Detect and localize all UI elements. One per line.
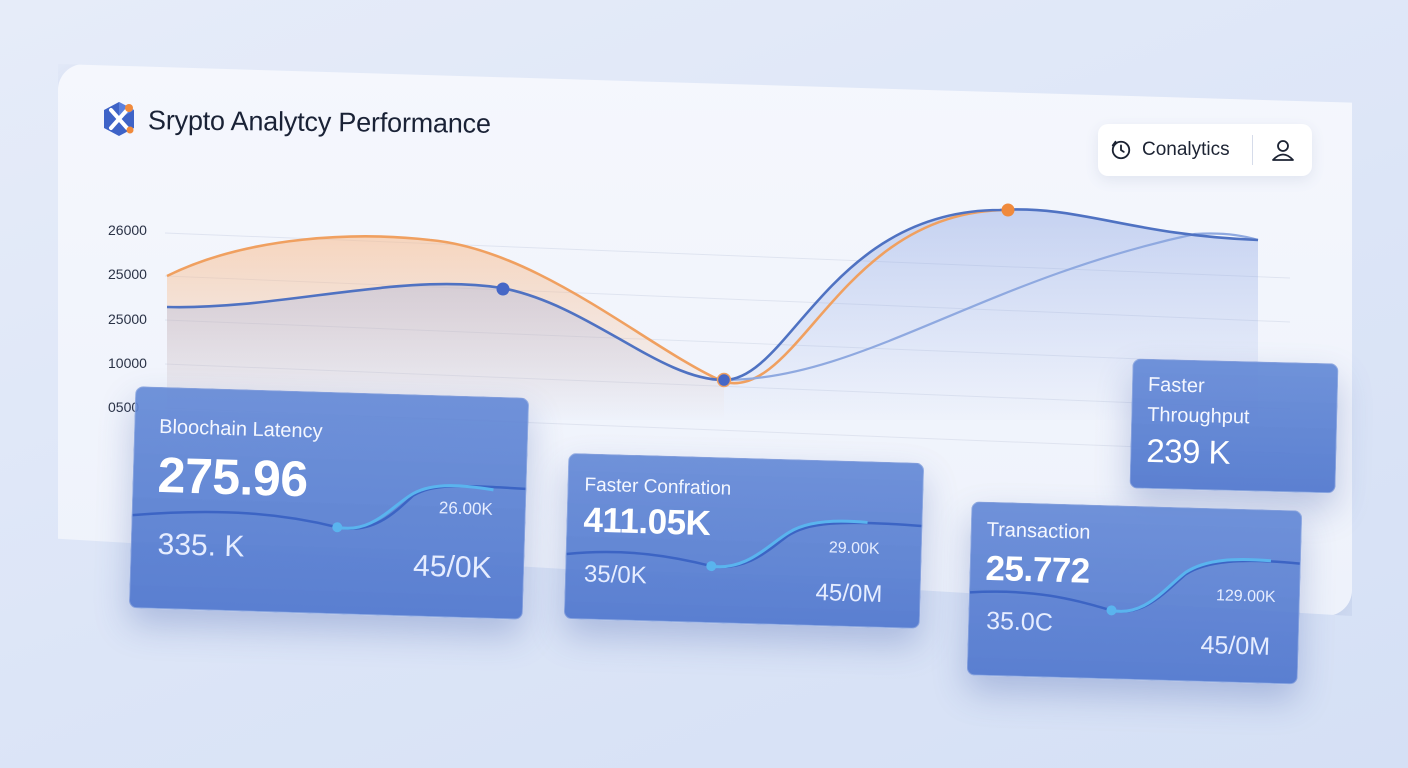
sparkline-label: 29.00K: [828, 539, 880, 558]
card-left-stat: 335. K: [157, 527, 245, 564]
crypto-logo: [104, 102, 134, 136]
card-value: 239 K: [1145, 431, 1231, 471]
series-area-blue: [167, 209, 1258, 420]
data-point: [1001, 203, 1015, 217]
sparkline-point: [1106, 605, 1117, 616]
series-line-light: [723, 232, 1259, 382]
throughput-card[interactable]: Faster Throughput 239 K: [1129, 358, 1339, 494]
card-left-stat: 35.0C: [985, 606, 1054, 637]
divider: [1252, 135, 1253, 165]
clock-icon: [1111, 140, 1131, 160]
user-icon: [1271, 140, 1294, 161]
user-button[interactable]: [1253, 124, 1312, 176]
card-label: Transaction: [986, 518, 1091, 544]
analytics-source-button[interactable]: Conalytics: [1098, 124, 1252, 176]
card-right-stat: 45/0K: [412, 549, 493, 585]
y-tick-label: 25000: [108, 266, 147, 282]
series-line-orange: [166, 208, 1009, 385]
brand: Srypto Analytcy Performance: [102, 100, 491, 138]
card-left-stat: 35/0K: [583, 560, 648, 590]
sparkline-point: [706, 561, 717, 572]
card-label-line: Throughput: [1146, 403, 1250, 429]
sparkline-label: 26.00K: [438, 498, 494, 519]
y-tick-label: 26000: [108, 222, 147, 238]
top-controls: Conalytics: [1098, 124, 1312, 176]
transaction-card[interactable]: Transaction 25.772 129.00K 35.0C 45/0M: [966, 501, 1303, 685]
y-tick-label: 0500: [108, 399, 140, 415]
data-point: [496, 282, 510, 296]
sparkline: [132, 484, 526, 533]
sparkline: [969, 557, 1301, 616]
card-right-stat: 45/0M: [1200, 630, 1271, 661]
card-label: Bloochain Latency: [158, 415, 323, 443]
sparkline-point: [332, 522, 343, 533]
latency-card[interactable]: Bloochain Latency 275.96 26.00K 335. K 4…: [128, 386, 530, 620]
card-value: 25.772: [985, 548, 1091, 591]
data-point: [716, 372, 732, 388]
confirmation-card[interactable]: Faster Confration 411.05K 29.00K 35/0K 4…: [563, 453, 925, 629]
source-label: Conalytics: [1142, 139, 1230, 160]
card-label-line: Faster: [1147, 373, 1205, 398]
card-label: Faster Confration: [584, 474, 732, 500]
sparkline-label: 129.00K: [1215, 587, 1276, 606]
y-tick-label: 25000: [108, 311, 147, 327]
card-value: 411.05K: [582, 500, 711, 544]
y-tick-label: 10000: [108, 355, 147, 371]
card-right-stat: 45/0M: [815, 579, 883, 608]
sparkline: [566, 519, 922, 572]
card-value: 275.96: [156, 446, 309, 508]
